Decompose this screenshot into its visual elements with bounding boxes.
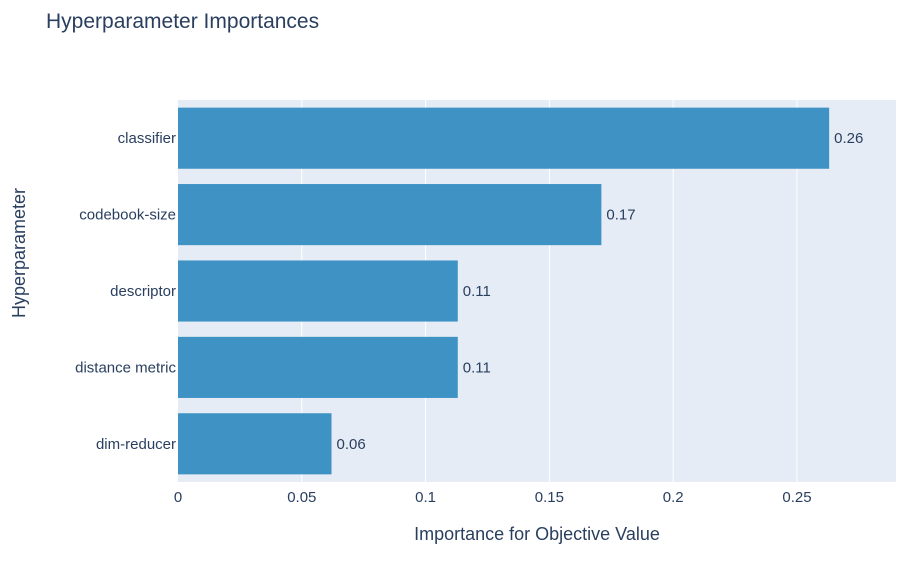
bars — [178, 107, 830, 475]
bar — [178, 413, 332, 475]
y-tick-label: descriptor — [110, 283, 176, 300]
bar — [178, 260, 458, 322]
bar-value-label: 0.06 — [337, 436, 366, 453]
x-tick-label: 0.15 — [535, 489, 564, 506]
y-tick-label: classifier — [118, 130, 176, 147]
bar — [178, 184, 602, 246]
data-labels: 0.26 0.17 0.11 0.11 0.06 — [337, 130, 864, 453]
chart-title: Hyperparameter Importances — [46, 10, 319, 33]
bar-value-label: 0.11 — [463, 283, 491, 300]
y-tick-label: distance metric — [75, 359, 176, 376]
y-axis-title: Hyperparameter — [9, 188, 29, 318]
y-tick-label: dim-reducer — [96, 436, 176, 453]
bar-value-label: 0.26 — [834, 130, 863, 147]
x-tick-label: 0.1 — [415, 489, 436, 506]
x-tick-label: 0.05 — [287, 489, 316, 506]
bar — [178, 336, 458, 398]
bar-value-label: 0.17 — [606, 207, 635, 224]
x-axis-title: Importance for Objective Value — [414, 524, 660, 544]
x-tick-label: 0.2 — [663, 489, 684, 506]
x-axis-ticks: 0 0.05 0.1 0.15 0.2 0.25 — [174, 489, 812, 506]
bar-value-label: 0.11 — [463, 359, 491, 376]
y-axis-ticks: classifier codebook-size descriptor distanc… — [75, 130, 176, 453]
bar — [178, 107, 830, 169]
y-tick-label: codebook-size — [79, 207, 176, 224]
x-tick-label: 0 — [174, 489, 182, 506]
x-tick-label: 0.25 — [782, 489, 811, 506]
